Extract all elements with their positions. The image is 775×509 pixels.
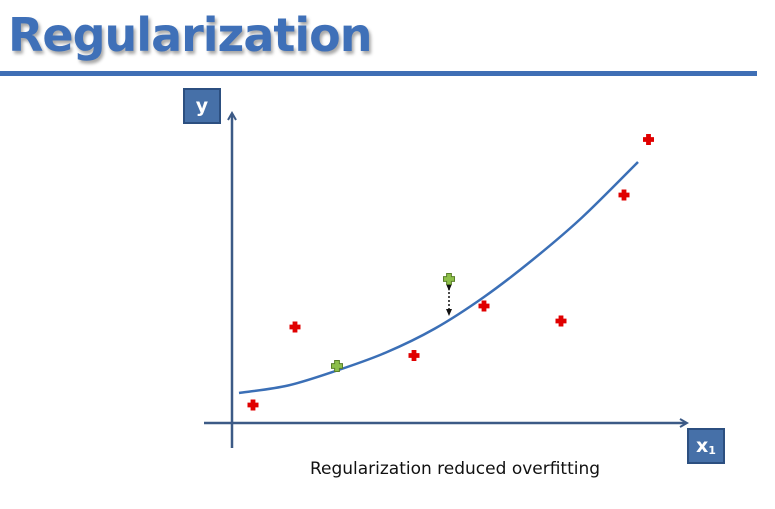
test-point: [443, 273, 455, 285]
x-axis-label-text: x: [696, 435, 709, 457]
training-point: [289, 321, 301, 333]
slide-title: Regularization: [8, 8, 372, 62]
x-axis-label-subscript: 1: [708, 443, 716, 457]
training-point: [618, 189, 630, 201]
training-point: [247, 399, 259, 411]
training-point: [555, 315, 567, 327]
y-axis-label: y: [183, 88, 221, 124]
title-divider: [0, 71, 757, 76]
training-point: [408, 350, 420, 361]
diagram-caption: Regularization reduced overfitting: [309, 459, 601, 479]
data-points: [247, 134, 654, 411]
y-axis-label-text: y: [195, 95, 209, 117]
fit-curve: [238, 161, 639, 395]
training-point: [643, 134, 654, 145]
test-point: [331, 360, 343, 372]
training-point: [478, 300, 490, 312]
